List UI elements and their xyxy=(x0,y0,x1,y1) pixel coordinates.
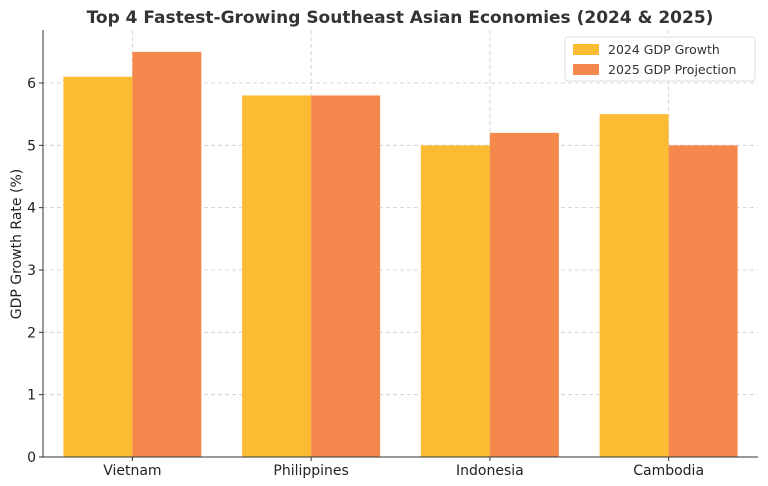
chart-title: Top 4 Fastest-Growing Southeast Asian Ec… xyxy=(87,8,714,28)
bar-philippines-series-1 xyxy=(242,95,312,458)
bar-cambodia-series-1 xyxy=(599,114,669,457)
bar-vietnam-series-1 xyxy=(63,76,133,457)
y-tick-label: 3 xyxy=(27,263,36,279)
bar-cambodia-series-2 xyxy=(668,145,738,457)
legend-label: 2025 GDP Projection xyxy=(608,62,736,77)
bar-philippines-series-2 xyxy=(311,95,381,458)
y-axis-label: GDP Growth Rate (%) xyxy=(9,169,25,319)
y-tick-label: 0 xyxy=(27,450,36,466)
bar-indonesia-series-2 xyxy=(489,132,559,458)
axes-layer: 0 1 2 3 4 5 6 Vietnam Philippines Indonesia Cambod… xyxy=(27,30,758,479)
x-tick-label: Vietnam xyxy=(103,463,161,479)
legend-label: 2024 GDP Growth xyxy=(608,42,720,57)
legend-swatch xyxy=(573,44,599,55)
legend-box xyxy=(564,36,756,82)
y-tick-label: 6 xyxy=(27,76,36,92)
bar-vietnam-series-2 xyxy=(132,51,202,458)
y-tick-label: 1 xyxy=(27,388,36,404)
x-tick-label: Cambodia xyxy=(633,463,704,479)
bars-layer xyxy=(63,51,738,458)
bar-indonesia-series-1 xyxy=(420,145,490,457)
y-tick-label: 4 xyxy=(27,201,36,217)
y-tick-label: 5 xyxy=(27,138,36,154)
x-tick-label: Philippines xyxy=(273,463,348,479)
y-tick-label: 2 xyxy=(27,325,36,341)
x-tick-label: Indonesia xyxy=(456,463,524,479)
legend-swatch xyxy=(573,64,599,75)
legend: 2024 GDP Growth 2025 GDP Projection xyxy=(564,36,756,82)
